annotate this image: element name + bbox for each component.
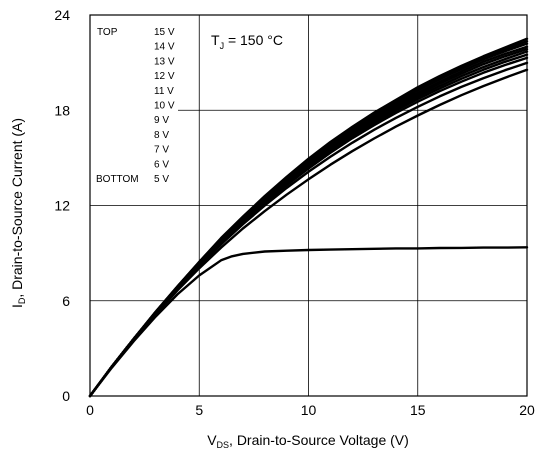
x-tick-label: 0 (86, 402, 94, 418)
x-axis-label: VDS, Drain-to-Source Voltage (V) (207, 432, 409, 450)
legend-top-label: TOP (97, 27, 118, 38)
temperature-annotation-main: T (211, 32, 220, 48)
x-axis-label-rest: , Drain-to-Source Voltage (V) (229, 432, 409, 448)
series-line-10 (88, 68, 529, 398)
x-axis-label-sub: DS (217, 440, 230, 450)
temperature-annotation: TJ = 150 °C (211, 32, 283, 51)
y-axis-label-rest: , Drain-to-Source Current (A) (9, 118, 25, 298)
legend-entry: 5 V (154, 174, 169, 185)
plot-frame (89, 14, 528, 397)
legend-entry: 15 V (154, 27, 175, 38)
y-tick-label: 18 (54, 102, 70, 118)
temperature-annotation-rest: = 150 °C (224, 32, 283, 48)
grid-lines (90, 15, 527, 396)
y-tick-label: 0 (62, 388, 70, 404)
y-axis-label-sub: D (17, 297, 27, 304)
legend-entries: 15 V 14 V 13 V 12 V 11 V 10 V 9 V 8 V 7 V 6 V 5 V (154, 27, 175, 185)
legend-entry: 8 V (154, 130, 169, 141)
y-tick-label: 24 (54, 7, 70, 23)
y-axis-label: ID, Drain-to-Source Current (A) (9, 118, 27, 308)
series-line-11 (88, 246, 529, 398)
x-tick-label: 15 (410, 402, 426, 418)
legend-bottom-label: BOTTOM (96, 174, 139, 185)
y-axis-label-main: I (9, 304, 25, 308)
legend: TOP BOTTOM 15 V 14 V 13 V 12 V 11 V 10 V 9 V 8 … (96, 27, 175, 185)
x-tick-label: 5 (195, 402, 203, 418)
legend-entry: 6 V (154, 159, 169, 170)
legend-entry: 9 V (154, 115, 169, 126)
legend-entry: 12 V (154, 71, 175, 82)
tick-labels: 0 5 10 15 20 0 6 12 18 24 (54, 7, 535, 418)
x-tick-label: 20 (519, 402, 535, 418)
legend-entry: 14 V (154, 42, 175, 53)
y-tick-label: 6 (62, 293, 70, 309)
legend-entry: 13 V (154, 56, 175, 67)
legend-entry: 10 V (154, 101, 175, 112)
series-lines (88, 37, 529, 398)
legend-entry: 11 V (154, 86, 174, 97)
x-tick-label: 10 (301, 402, 317, 418)
y-tick-label: 12 (54, 198, 70, 214)
legend-entry: 7 V (154, 145, 169, 156)
temperature-annotation-sub: J (220, 41, 225, 51)
x-axis-label-main: V (207, 432, 217, 448)
